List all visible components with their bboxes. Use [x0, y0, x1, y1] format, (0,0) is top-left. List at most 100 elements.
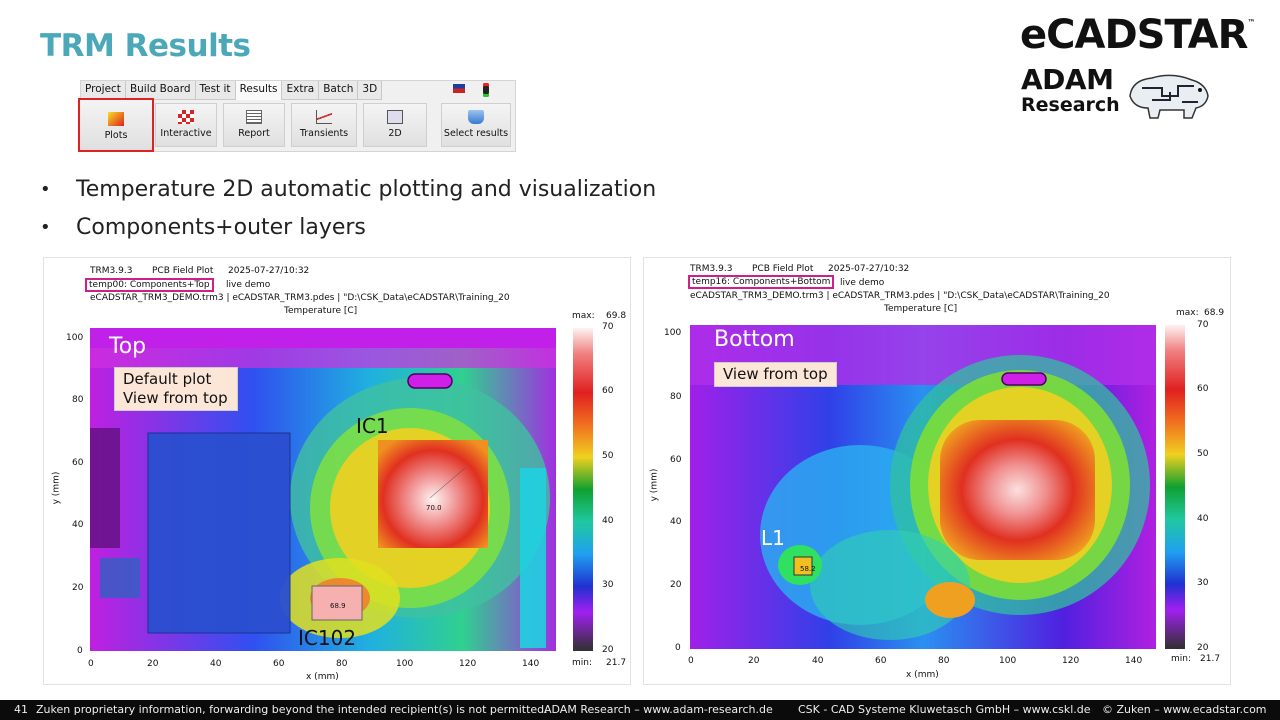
plot-type: PCB Field Plot	[752, 264, 814, 274]
top-temperature-plot: TRM3.9.3 PCB Field Plot 2025-07-27/10:32…	[43, 257, 631, 685]
colorbar-tick: 30	[1197, 578, 1209, 588]
ic102-callout: IC102	[298, 626, 357, 650]
colorbar-tick: 40	[1197, 514, 1209, 524]
y-tick: 60	[670, 455, 682, 465]
select-results-button[interactable]: Select results	[441, 103, 511, 147]
colorbar-tick: 70	[1197, 320, 1209, 330]
ic102-peak-value: 68.9	[330, 602, 346, 610]
plot-type: PCB Field Plot	[152, 266, 214, 276]
colorbar-min-value: 21.7	[606, 658, 627, 668]
x-tick: 80	[938, 656, 950, 666]
footer-adam-link[interactable]: ADAM Research – www.adam-research.de	[544, 703, 773, 716]
2d-icon	[387, 110, 403, 124]
bottom-temperature-plot: TRM3.9.3 PCB Field Plot 2025-07-27/10:32…	[643, 257, 1231, 685]
plots-button-label: Plots	[104, 130, 128, 141]
plot-quantity: Temperature [C]	[284, 306, 358, 316]
y-tick: 40	[670, 517, 682, 527]
report-button[interactable]: Report	[223, 103, 285, 147]
y-tick: 100	[66, 333, 84, 343]
x-tick: 60	[273, 659, 285, 669]
colorbar-max-value: 68.9	[1204, 308, 1225, 318]
ribbon-status-icons	[453, 82, 489, 97]
results-ribbon-toolbar: Project Build Board Test it Results Extr…	[78, 80, 516, 152]
research-logo-text: Research	[1021, 94, 1120, 116]
2d-button[interactable]: 2D	[363, 103, 427, 147]
ic1-callout: IC1	[356, 414, 389, 438]
plot-version: TRM3.9.3	[690, 264, 733, 274]
transients-icon	[316, 110, 332, 124]
l1-callout: L1	[761, 526, 785, 550]
colorbar-tick: 20	[1197, 643, 1209, 653]
y-tick: 80	[670, 392, 682, 402]
plot-case-highlight: temp00: Components+Top	[85, 278, 214, 292]
x-tick: 120	[459, 659, 477, 669]
colorbar-tick: 40	[602, 516, 614, 526]
default-plot-note: Default plot View from top	[114, 367, 238, 411]
y-tick: 20	[72, 583, 84, 593]
colorbar-tick: 60	[602, 386, 614, 396]
report-button-label: Report	[238, 128, 270, 139]
report-icon	[246, 110, 262, 124]
plots-button[interactable]: Plots	[78, 98, 154, 152]
ribbon-tabs: Project Build Board Test it Results Extr…	[81, 81, 383, 100]
x-tick: 40	[210, 659, 222, 669]
temperature-colorbar	[1165, 325, 1185, 649]
x-tick: 60	[875, 656, 887, 666]
slide-footer: 41 Zuken proprietary information, forwar…	[0, 700, 1280, 720]
colorbar-max-value: 69.8	[606, 311, 627, 321]
x-tick: 100	[999, 656, 1017, 666]
interactive-button-label: Interactive	[160, 128, 212, 139]
view-from-top-note: View from top	[714, 362, 837, 387]
x-tick: 140	[1125, 656, 1143, 666]
x-tick: 20	[748, 656, 760, 666]
select-results-icon	[468, 110, 484, 124]
tab-extra[interactable]: Extra	[282, 81, 320, 100]
plot-timestamp: 2025-07-27/10:32	[828, 264, 910, 274]
colorbar-min-label: min:	[572, 658, 593, 668]
tab-batch[interactable]: Batch	[319, 81, 359, 100]
bullet-icon: •	[40, 216, 51, 238]
plot-version: TRM3.9.3	[90, 266, 133, 276]
bottom-side-label: Bottom	[714, 327, 795, 352]
ecadstar-logo: eCADSTAR™	[1020, 12, 1255, 58]
l1-peak-value: 58.2	[800, 565, 816, 573]
transients-button[interactable]: Transients	[291, 103, 357, 147]
x-tick: 120	[1062, 656, 1080, 666]
interactive-icon	[178, 110, 194, 124]
y-tick: 0	[675, 643, 681, 653]
colorbar-tick: 20	[602, 645, 614, 655]
x-axis-label: x (mm)	[306, 672, 339, 682]
colorbar-tick: 30	[602, 580, 614, 590]
temperature-map[interactable]: 58.2 Bottom View from top L1	[690, 325, 1156, 649]
plot-demo-label: live demo	[840, 278, 885, 288]
plot-files: eCADSTAR_TRM3_DEMO.trm3 | eCADSTAR_TRM3.…	[690, 291, 1110, 301]
plots-icon	[108, 112, 124, 126]
transients-button-label: Transients	[299, 128, 349, 139]
language-flag-icon[interactable]	[453, 84, 465, 93]
tab-3d[interactable]: 3D	[358, 81, 383, 100]
colorbar-min-value: 21.7	[1200, 654, 1221, 664]
tab-build-board[interactable]: Build Board	[125, 81, 196, 100]
interactive-button[interactable]: Interactive	[155, 103, 217, 147]
y-axis-label: y (mm)	[649, 468, 660, 502]
page-number: 41	[14, 703, 28, 716]
tab-results[interactable]: Results	[235, 81, 283, 100]
temperature-map[interactable]: 70.0 68.9 Top Default plot View from top…	[90, 328, 556, 651]
colorbar-max-label: max:	[1176, 308, 1199, 318]
colorbar-tick: 60	[1197, 384, 1209, 394]
footer-zuken-link[interactable]: © Zuken – www.ecadstar.com	[1102, 703, 1267, 716]
tab-test-it[interactable]: Test it	[195, 81, 236, 100]
plot-case-highlight: temp16: Components+Bottom	[688, 275, 835, 289]
x-tick: 140	[522, 659, 540, 669]
plot-quantity: Temperature [C]	[884, 304, 958, 314]
ic1-peak-value: 70.0	[426, 504, 442, 512]
y-tick: 100	[664, 328, 682, 338]
footer-csk-link[interactable]: CSK - CAD Systeme Kluwetasch GmbH – www.…	[798, 703, 1091, 716]
plot-timestamp: 2025-07-27/10:32	[228, 266, 310, 276]
bullet-item: • Temperature 2D automatic plotting and v…	[40, 176, 657, 202]
adam-logo-text: ADAM	[1021, 63, 1114, 96]
y-axis-label: y (mm)	[51, 471, 62, 505]
footer-notice: Zuken proprietary information, forwardin…	[36, 703, 548, 716]
plot-files: eCADSTAR_TRM3_DEMO.trm3 | eCADSTAR_TRM3.…	[90, 293, 510, 303]
x-tick: 100	[396, 659, 414, 669]
